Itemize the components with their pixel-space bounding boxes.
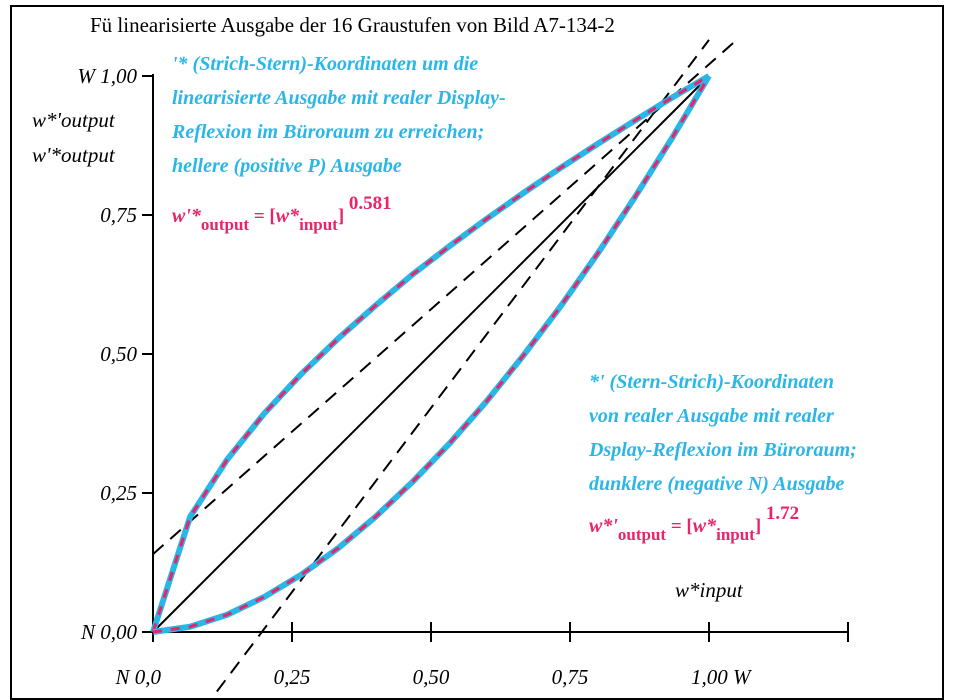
lower-note-line-3: dunklere (negative N) Ausgabe [589, 473, 844, 495]
axes: N 0,0 0,25 0,50 0,75 1,00 W N 0,00 0,25 0,50 0,7… [32, 64, 849, 689]
x-tick-label-1: 0,25 [274, 665, 311, 689]
lower-note-line-0: *' (Stern-Strich)-Koordinaten [589, 371, 834, 393]
y-tick-label-1: 0,25 [100, 481, 137, 505]
reference-lines [152, 39, 738, 696]
y-tick-label-3: 0,75 [100, 203, 137, 227]
reference-line-dashed-1 [152, 39, 738, 555]
annotations: '* (Strich-Stern)-Koordinaten um die line… [171, 53, 857, 544]
y-axis-label-0: w*'output [32, 108, 116, 132]
x-axis-label: w*input [675, 578, 744, 602]
series-1-line [152, 75, 711, 634]
y-axis-label-1: w'*output [32, 143, 116, 167]
y-tick-label-4: W 1,00 [78, 64, 138, 88]
upper-note-line-0: '* (Strich-Stern)-Koordinaten um die [172, 53, 478, 75]
upper-note-line-3: hellere (positive P) Ausgabe [172, 155, 402, 177]
curves [150, 73, 712, 635]
x-tick-label-3: 0,75 [552, 665, 589, 689]
upper-note-line-1: linearisierte Ausgabe mit realer Display… [172, 87, 506, 109]
upper-formula: w'*output = [w*input] 0.581 [172, 193, 392, 234]
y-tick-label-0: N 0,00 [80, 620, 138, 644]
chart-title: Fü linearisierte Ausgabe der 16 Graustuf… [90, 13, 615, 37]
lower-note-line-1: von realer Ausgabe mit realer [589, 405, 834, 427]
reference-line-dashed-2 [212, 39, 710, 696]
y-tick-label-2: 0,50 [100, 342, 137, 366]
series-0-line [151, 74, 710, 633]
x-tick-label-4: 1,00 W [691, 665, 753, 689]
reference-line-solid-0 [152, 75, 710, 633]
lower-note-line-2: Dsplay-Reflexion im Büroraum; [588, 439, 857, 461]
x-tick-label-0: N 0,0 [114, 665, 161, 689]
lower-formula: w*'output = [w*input] 1.72 [589, 503, 799, 544]
upper-note-line-2: Reflexion im Büroraum zu erreichen; [171, 121, 484, 143]
x-tick-label-2: 0,50 [413, 665, 450, 689]
